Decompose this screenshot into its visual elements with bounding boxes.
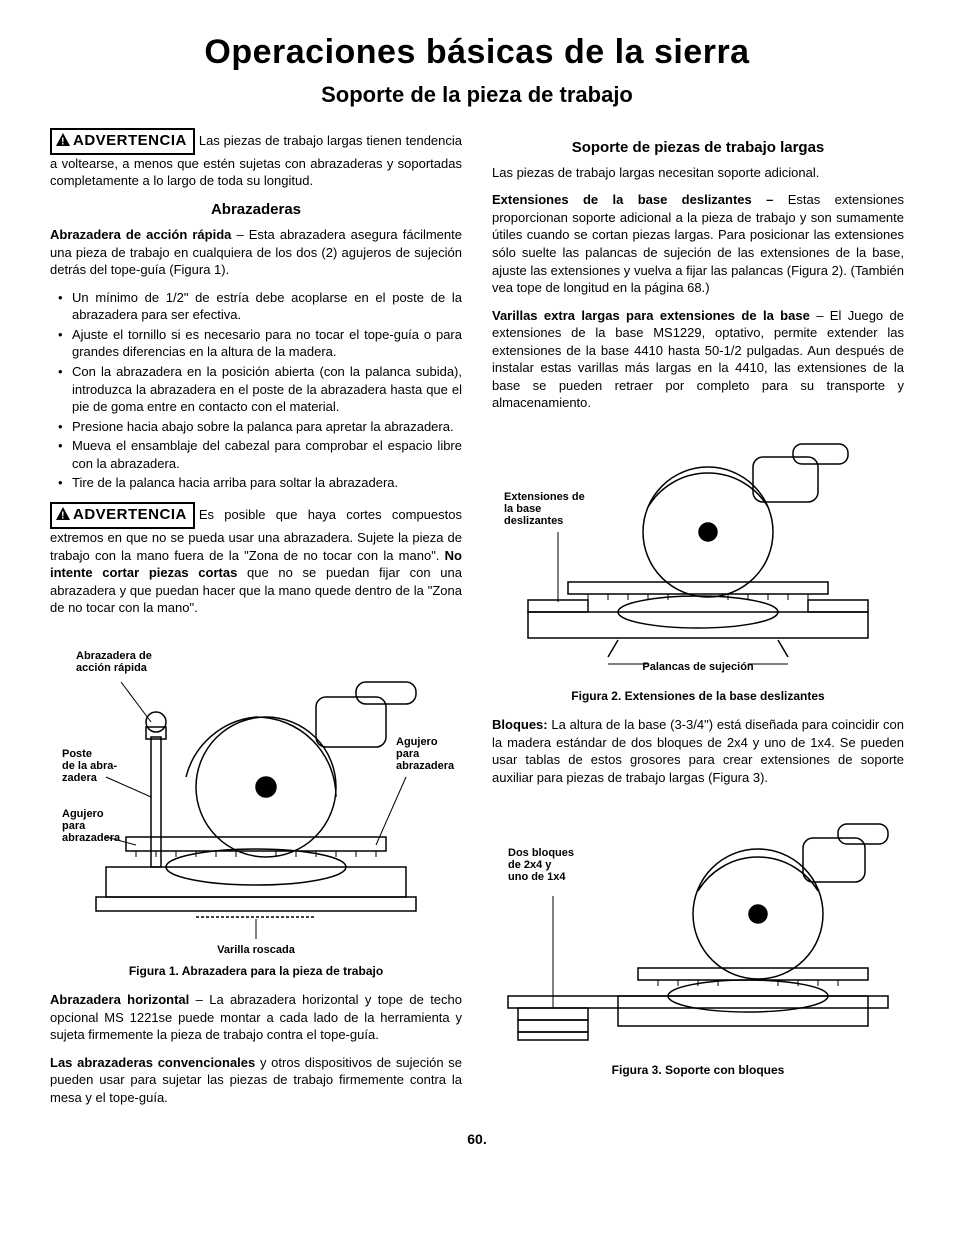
warning-triangle-icon: ! [56, 132, 70, 152]
right-p4: Bloques: La altura de la base (3-3/4") e… [492, 716, 904, 786]
fig1-label-clamp: Abrazadera deacción rápida [76, 650, 152, 674]
right-column: Soporte de piezas de trabajo largas Las … [492, 128, 904, 1117]
conventional-clamps-para: Las abrazaderas convencionales y otros d… [50, 1054, 462, 1107]
horizontal-clamp-para: Abrazadera horizontal – La abrazadera ho… [50, 991, 462, 1044]
figure-1-caption: Figura 1. Abrazadera para la pieza de tr… [50, 963, 462, 979]
right-p2-rest: Estas extensiones proporcionan soporte a… [492, 192, 904, 295]
right-p3-bold: Varillas extra largas para extensiones d… [492, 308, 810, 323]
warning-label-text: ADVERTENCIA [73, 132, 187, 149]
page-subtitle: Soporte de la pieza de trabajo [50, 80, 904, 110]
clamp-bullets: Un mínimo de 1/2" de estría debe acoplar… [50, 289, 462, 492]
figure-3-caption: Figura 3. Soporte con bloques [492, 1062, 904, 1078]
warning-2: ! ADVERTENCIA Es posible que haya cortes… [50, 502, 462, 617]
conventional-clamps-bold: Las abrazaderas convencionales [50, 1055, 255, 1070]
list-item: Mueva el ensamblaje del cabezal para com… [72, 437, 462, 472]
right-p2-bold: Extensiones de la base deslizantes – [492, 192, 773, 207]
list-item: Ajuste el tornillo si es necesario para … [72, 326, 462, 361]
two-column-layout: ! ADVERTENCIA Las piezas de trabajo larg… [50, 128, 904, 1117]
warning-triangle-icon: ! [56, 506, 70, 526]
warning-label-text: ADVERTENCIA [73, 506, 187, 523]
clamp-quick-action-para: Abrazadera de acción rápida – Esta abraz… [50, 226, 462, 279]
page-number: 60. [50, 1130, 904, 1149]
right-p2: Extensiones de la base deslizantes – Est… [492, 191, 904, 296]
fig1-label-hole-right: Agujeroparaabrazadera [396, 736, 455, 772]
figure-1: Abrazadera deacción rápida Postede la ab… [50, 627, 462, 979]
horizontal-clamp-bold: Abrazadera horizontal [50, 992, 189, 1007]
fig3-label-blocks: Dos bloquesde 2x4 yuno de 1x4 [508, 847, 574, 883]
list-item: Presione hacia abajo sobre la palanca pa… [72, 418, 462, 436]
warning-badge: ! ADVERTENCIA [50, 502, 195, 529]
right-p1: Las piezas de trabajo largas necesitan s… [492, 164, 904, 182]
left-column: ! ADVERTENCIA Las piezas de trabajo larg… [50, 128, 462, 1117]
fig1-label-rod: Varilla roscada [217, 944, 296, 956]
warning-1: ! ADVERTENCIA Las piezas de trabajo larg… [50, 128, 462, 190]
fig2-label-ext: Extensiones dela basedeslizantes [504, 491, 585, 527]
list-item: Con la abrazadera en la posición abierta… [72, 363, 462, 416]
fig2-label-levers: Palancas de sujeción [642, 661, 754, 673]
figure-2-svg: Extensiones dela basedeslizantes Palanca… [498, 422, 898, 682]
list-item: Un mínimo de 1/2" de estría debe acoplar… [72, 289, 462, 324]
warning-badge: ! ADVERTENCIA [50, 128, 195, 155]
section-head-abrazaderas: Abrazaderas [50, 200, 462, 220]
list-item: Tire de la palanca hacia arriba para sol… [72, 474, 462, 492]
page-title: Operaciones básicas de la sierra [50, 30, 904, 76]
svg-text:!: ! [61, 510, 65, 520]
right-p3-rest: – El Juego de extensiones de la base MS1… [492, 308, 904, 411]
figure-2: Extensiones dela basedeslizantes Palanca… [492, 422, 904, 704]
figure-1-svg: Abrazadera deacción rápida Postede la ab… [56, 627, 456, 957]
svg-text:!: ! [61, 136, 65, 146]
section-head-long-workpiece: Soporte de piezas de trabajo largas [492, 138, 904, 158]
figure-3: Dos bloquesde 2x4 yuno de 1x4 Figura 3. … [492, 796, 904, 1078]
clamp-quick-action-bold: Abrazadera de acción rápida [50, 227, 231, 242]
right-p4-rest: La altura de la base (3-3/4") está diseñ… [492, 717, 904, 785]
fig1-label-hole-left: Agujeroparaabrazadera [62, 808, 121, 844]
right-p4-bold: Bloques: [492, 717, 548, 732]
figure-2-caption: Figura 2. Extensiones de la base desliza… [492, 688, 904, 704]
right-p3: Varillas extra largas para extensiones d… [492, 307, 904, 412]
figure-3-svg: Dos bloquesde 2x4 yuno de 1x4 [498, 796, 898, 1056]
